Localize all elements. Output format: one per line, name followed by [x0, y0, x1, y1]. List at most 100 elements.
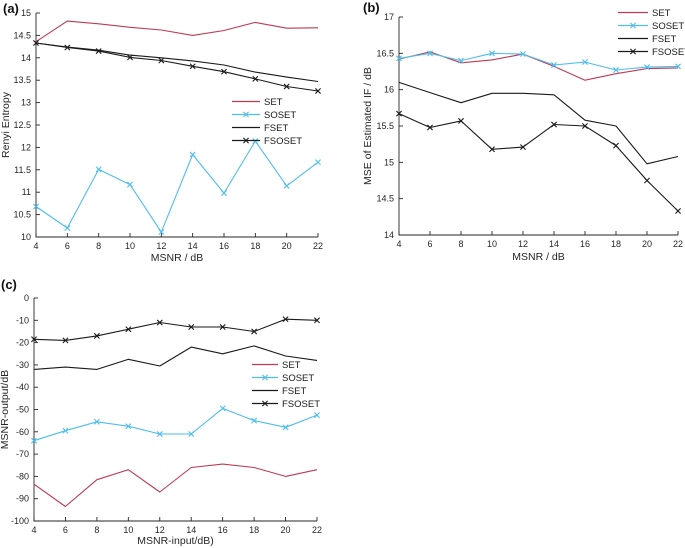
series-line: [398, 113, 679, 212]
y-tick-label: 10.5: [13, 210, 31, 220]
x-tick-label: 12: [518, 239, 528, 249]
legend-label: FSOSET: [264, 136, 302, 147]
y-tick-label: 14: [384, 230, 394, 240]
y-tick-label: 17: [384, 12, 394, 22]
x-tick-label: 4: [31, 525, 36, 535]
series-line: [35, 20, 319, 43]
x-marker: [127, 181, 133, 188]
y-tick-label: -80: [16, 471, 29, 481]
y-tick-label: 11.5: [14, 165, 31, 175]
x-marker: [156, 431, 163, 438]
legend-label: SOSET: [264, 110, 296, 121]
series-fset-c: [33, 345, 318, 370]
x-marker: [315, 159, 321, 166]
x-marker: [675, 63, 681, 70]
x-tick-label: 22: [312, 525, 322, 535]
legend-label: SET: [282, 360, 301, 371]
legend-a: SET SOSET FSET FSOSET: [232, 97, 302, 147]
panel-label-c: (c): [1, 277, 17, 292]
series-fsoset-b: [396, 110, 681, 215]
legend-label: SET: [652, 8, 671, 19]
x-marker: [188, 431, 195, 438]
x-marker: [156, 319, 163, 326]
y-axis-label-c: MSNR-output/dB: [0, 370, 11, 449]
x-marker: [314, 412, 320, 419]
x-marker: [31, 336, 37, 343]
x-marker: [252, 75, 259, 82]
y-tick-label: 16: [384, 85, 394, 95]
chart-panel-b: (b) 4 6 8 10 12 14 16 18 20 22 14 14.5 15 15.5 16 16.5 1…: [342, 0, 685, 274]
x-marker: [31, 437, 37, 444]
x-tick-label: 10: [123, 525, 133, 535]
x-marker: [189, 151, 196, 158]
legend-item-soset: SOSET: [232, 110, 296, 121]
x-marker: [251, 328, 258, 335]
x-marker: [314, 317, 320, 324]
x-marker: [283, 83, 290, 90]
x-marker: [582, 123, 588, 129]
x-marker: [95, 48, 102, 55]
x-marker: [33, 40, 39, 47]
x-marker: [613, 67, 619, 74]
legend-label: SOSET: [652, 21, 684, 32]
axes-a: 4 6 8 10 12 14 16 18 20 22 10 10.5 11 11.5 12 12.5 13 13.…: [13, 8, 323, 251]
y-tick-label: 13.5: [13, 75, 31, 85]
x-tick-label: 14: [549, 239, 559, 249]
series-soset-c: [31, 405, 320, 444]
x-marker: [458, 117, 464, 124]
x-marker: [520, 144, 526, 151]
y-tick-label: 0: [24, 293, 29, 303]
y-axis-label-a: Renyi Entropy: [0, 91, 12, 158]
x-tick-label: 8: [96, 241, 101, 251]
x-marker: [458, 57, 464, 64]
y-tick-label: 14: [21, 53, 31, 63]
legend-item-fsoset: FSOSET: [232, 136, 302, 147]
x-tick-label: 16: [219, 241, 229, 251]
panel-label-a: (a): [3, 1, 19, 16]
x-marker: [189, 63, 196, 70]
x-marker: [396, 55, 402, 62]
x-marker: [262, 400, 268, 407]
x-marker: [427, 50, 433, 57]
y-tick-label: -100: [11, 516, 29, 526]
series-line: [33, 318, 318, 341]
series-line: [33, 463, 318, 508]
x-marker: [262, 374, 268, 381]
y-tick-label: -60: [16, 427, 29, 437]
y-tick-label: 15.5: [376, 121, 394, 131]
series-line: [33, 407, 318, 442]
legend-item-set: SET: [232, 97, 283, 108]
x-tick-label: 18: [249, 525, 259, 535]
series-line: [35, 42, 319, 92]
legend-item-fsoset: FSOSET: [252, 399, 320, 410]
y-tick-label: -30: [16, 360, 29, 370]
y-tick-label: 16.5: [376, 48, 394, 58]
x-marker: [93, 418, 100, 425]
x-marker: [396, 110, 402, 117]
x-marker: [551, 61, 557, 68]
series-fsoset-c: [31, 316, 320, 344]
x-marker: [644, 177, 650, 184]
x-marker: [282, 424, 289, 431]
x-marker: [283, 182, 290, 189]
y-tick-label: -40: [16, 382, 29, 392]
legend-item-set: SET: [618, 8, 671, 19]
x-marker: [282, 316, 289, 323]
chart-panel-c: (c) 4 6 8 10 12 14 16 18 20 22 -100 -90 -80 -70 -60 -50…: [0, 274, 342, 548]
x-marker: [62, 427, 69, 434]
x-marker: [158, 57, 165, 64]
y-tick-label: 10: [21, 232, 31, 242]
x-marker: [243, 137, 249, 144]
x-marker: [219, 324, 226, 330]
y-tick-label: 15: [384, 157, 394, 167]
x-marker: [613, 142, 619, 149]
axes-b: 4 6 8 10 12 14 16 18 20 22 14 14.5 15 15.5 16 16.5 17: [376, 12, 683, 249]
y-tick-label: 12.5: [13, 120, 31, 130]
x-marker: [62, 337, 69, 344]
x-marker: [551, 121, 557, 128]
legend-item-fsoset: FSOSET: [618, 47, 685, 58]
series-fset-b: [398, 81, 679, 165]
x-tick-label: 4: [396, 239, 401, 249]
x-marker: [489, 50, 495, 57]
x-tick-label: 6: [63, 525, 68, 535]
